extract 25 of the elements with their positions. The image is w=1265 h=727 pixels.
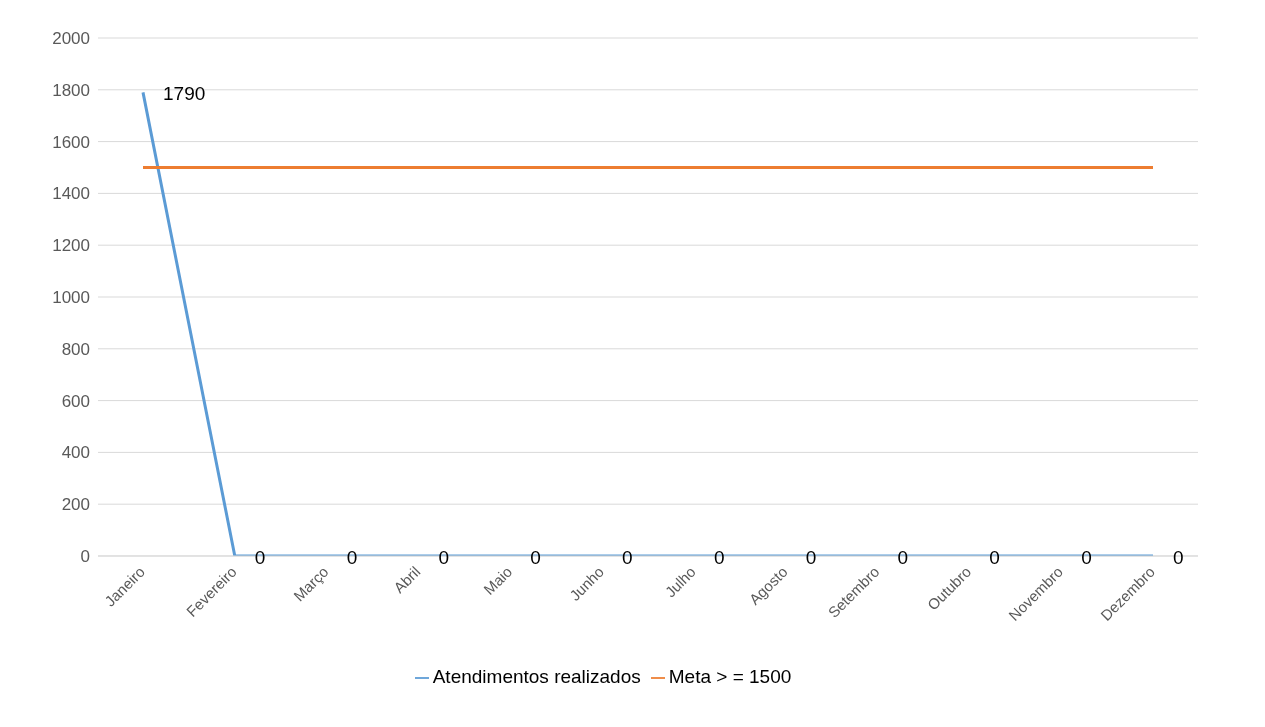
y-tick-label: 1400: [52, 184, 90, 204]
y-tick-label: 1800: [52, 80, 90, 100]
legend-label: Atendimentos realizados: [432, 666, 641, 687]
y-tick-label: 0: [80, 547, 90, 567]
y-tick-label: 600: [61, 391, 90, 411]
data-label: 0: [346, 547, 358, 568]
data-label: 0: [897, 547, 909, 568]
data-label: 0: [622, 547, 633, 568]
data-label: 0: [805, 547, 817, 568]
data-label: 1790: [163, 83, 206, 105]
y-tick-label: 2000: [52, 29, 90, 49]
data-label: 0: [713, 547, 725, 568]
data-label: 0: [530, 547, 541, 568]
data-label: 0: [438, 547, 450, 568]
data-label: 0: [1081, 547, 1092, 568]
data-label: 0: [254, 547, 266, 568]
data-label: 0: [989, 547, 1000, 568]
legend-label: Meta > = 1500: [668, 666, 792, 687]
data-label: 0: [1173, 547, 1184, 568]
y-tick-label: 400: [61, 443, 90, 463]
y-tick-label: 1600: [52, 132, 90, 152]
y-tick-label: 1000: [52, 288, 90, 308]
y-tick-label: 800: [61, 339, 90, 359]
y-tick-label: 1200: [52, 236, 90, 256]
y-tick-label: 200: [61, 495, 90, 515]
